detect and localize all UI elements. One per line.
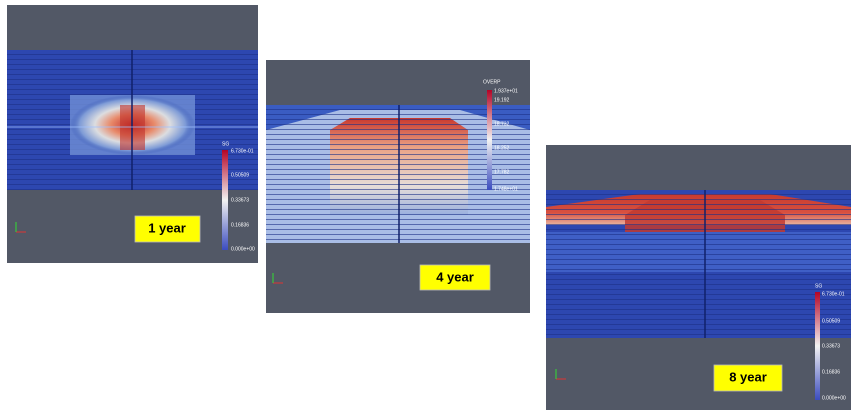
panel-3: SG 6.730e-01 0.50509 0.33673 0.16836 0.0… bbox=[546, 145, 851, 410]
time-label: 1 year bbox=[148, 220, 186, 235]
legend-title: SG bbox=[222, 141, 229, 147]
legend-label: 19.192 bbox=[494, 97, 510, 103]
time-label: 8 year bbox=[729, 369, 767, 384]
legend-label: 0.16836 bbox=[822, 369, 840, 375]
legend-label: 6.730e-01 bbox=[822, 291, 845, 297]
legend-label: 6.730e-01 bbox=[231, 148, 254, 154]
legend-label: 0.33673 bbox=[231, 197, 249, 203]
legend-label: 18.732 bbox=[494, 121, 510, 127]
legend-label: 18.252 bbox=[494, 145, 510, 151]
legend-label: 0.000e+00 bbox=[231, 246, 255, 252]
panel-2: OVERP 1.937e+01 19.192 18.732 18.252 17.… bbox=[266, 60, 530, 313]
legend-label: 0.50509 bbox=[231, 172, 249, 178]
legend-label: 17.782 bbox=[494, 169, 510, 175]
legend-title: SG bbox=[815, 283, 822, 289]
legend-label: 1.937e+01 bbox=[494, 88, 518, 94]
legend-label: 0.33673 bbox=[822, 343, 840, 349]
legend-label: 1.748e+01 bbox=[494, 186, 518, 192]
legend-label: 0.000e+00 bbox=[822, 395, 846, 401]
legend-title: OVERP bbox=[483, 79, 501, 85]
legend-label: 0.50509 bbox=[822, 318, 840, 324]
legend-label: 0.16836 bbox=[231, 222, 249, 228]
time-label: 4 year bbox=[436, 269, 474, 284]
panel-1: SG 6.730e-01 0.50509 0.33673 0.16836 0.0… bbox=[7, 5, 258, 263]
